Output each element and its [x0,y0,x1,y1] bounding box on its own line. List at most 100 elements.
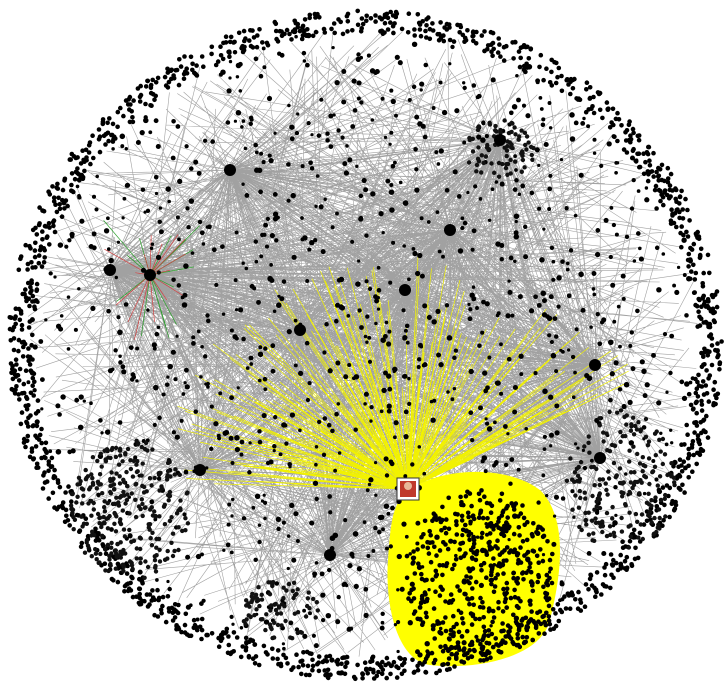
node [157,547,162,552]
node [393,435,397,440]
node [482,370,488,376]
node [263,627,268,633]
node [40,208,45,213]
node [312,480,319,486]
node [443,643,448,649]
node [60,394,66,400]
node [687,218,692,223]
node [533,371,538,376]
node [432,398,437,403]
node [415,12,421,17]
node [16,306,22,312]
node [565,261,570,266]
node [263,387,268,392]
node [241,182,245,186]
node [339,661,344,667]
node [474,634,479,639]
node [184,367,189,373]
node [32,248,38,253]
node [120,364,126,370]
node [603,481,608,486]
node [486,633,491,638]
node [694,399,699,405]
node [628,428,634,433]
node [468,368,474,375]
node [157,219,163,225]
node [86,501,91,506]
node [12,391,18,396]
node [484,134,489,139]
node [437,249,442,254]
node [566,293,572,299]
node [704,413,709,419]
node [493,544,498,549]
node [149,543,155,548]
node [174,434,180,440]
node [356,80,362,86]
node [560,496,566,501]
node [652,187,658,193]
node [96,127,102,132]
node [137,586,143,592]
node [179,629,184,635]
node [417,22,423,27]
node [487,531,493,536]
node [507,629,512,634]
node [296,664,301,670]
node [573,597,578,602]
node [57,484,63,490]
node [268,603,274,608]
node [521,63,527,69]
node [578,271,584,278]
node [419,534,424,540]
node [86,143,92,148]
node [628,133,633,138]
node [134,556,139,561]
node [373,294,378,300]
node [487,544,492,549]
node [503,462,509,468]
node [419,345,424,349]
node [257,539,262,545]
node [604,100,610,105]
node [142,598,147,604]
node [233,278,238,283]
node [394,675,400,680]
node [281,596,286,601]
node [272,309,277,314]
node [677,209,682,215]
node [597,90,603,96]
node [431,511,437,516]
node [702,299,708,305]
node [693,390,699,396]
node [697,450,702,456]
node [568,456,573,461]
node [274,581,280,586]
node [612,134,617,140]
node [209,51,214,57]
node [576,464,581,470]
node [79,514,84,519]
node [544,592,549,597]
node [30,383,35,389]
node [201,242,206,246]
node [413,147,418,152]
node [262,232,267,237]
node [511,531,517,537]
node [105,542,111,548]
node [79,172,84,178]
node [441,33,446,38]
node [116,315,121,320]
node [247,604,252,609]
node [424,577,429,583]
node [483,469,488,474]
node [482,548,488,553]
node [469,503,474,509]
node [559,88,565,94]
node [387,386,393,392]
node [25,267,30,272]
node [502,548,507,553]
node [409,587,414,593]
node [548,432,555,438]
node [636,535,641,540]
